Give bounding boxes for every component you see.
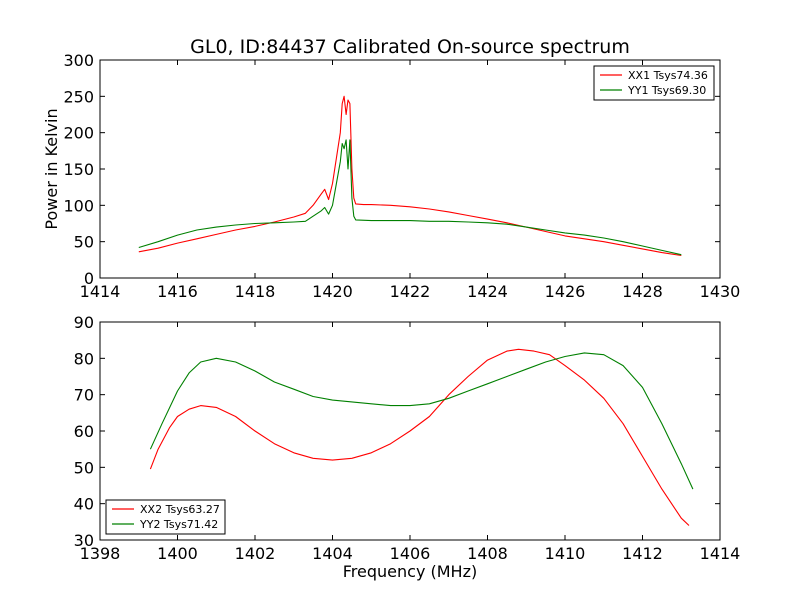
y-tick-label: 250 [63, 87, 94, 106]
y-tick-label: 40 [74, 495, 94, 514]
chart-panel-1: GL0, ID:84437 Calibrated On-source spect… [42, 36, 740, 301]
legend-box [593, 65, 715, 101]
y-tick-label: 0 [84, 269, 94, 288]
x-tick-label: 1416 [157, 282, 198, 301]
x-tick-label: 1410 [545, 544, 586, 563]
legend-label: YY2 Tsys71.42 [139, 518, 218, 531]
legend-label: YY1 Tsys69.30 [627, 84, 706, 97]
x-tick-label: 1428 [622, 282, 663, 301]
y-tick-label: 90 [74, 313, 94, 332]
y-tick-label: 50 [74, 458, 94, 477]
series-group [138, 95, 682, 257]
y-tick-label: 80 [74, 349, 94, 368]
y-tick-label: 200 [63, 124, 94, 143]
x-tick-label: 1426 [545, 282, 586, 301]
x-tick-label: 1412 [622, 544, 663, 563]
legend: XX1 Tsys74.36 YY1 Tsys69.30 [593, 65, 715, 101]
y-tick-label: 150 [63, 160, 94, 179]
series-group [149, 348, 694, 526]
x-tick-label: 1418 [235, 282, 276, 301]
legend-label: XX2 Tsys63.27 [140, 503, 220, 516]
x-tick-label: 1430 [700, 282, 741, 301]
x-axis-label: Frequency (MHz) [343, 562, 477, 581]
y-axis-label: Power in Kelvin [42, 108, 61, 229]
x-tick-label: 1424 [467, 282, 508, 301]
x-tick-label: 1422 [390, 282, 431, 301]
x-tick-label: 1406 [390, 544, 431, 563]
legend-box [105, 499, 226, 535]
series-line-2 [149, 352, 694, 490]
legend: XX2 Tsys63.27 YY2 Tsys71.42 [105, 499, 226, 535]
y-tick-label: 60 [74, 422, 94, 441]
x-tick-label: 1414 [700, 544, 741, 563]
y-tick-label: 100 [63, 196, 94, 215]
y-tick-label: 50 [74, 233, 94, 252]
x-tick-label: 1402 [235, 544, 276, 563]
y-tick-label: 30 [74, 531, 94, 550]
y-tick-label: 300 [63, 51, 94, 70]
series-line-1 [138, 95, 682, 257]
legend-label: XX1 Tsys74.36 [628, 69, 708, 82]
series-line-1 [149, 348, 690, 526]
x-tick-label: 1404 [312, 544, 353, 563]
chart-title: GL0, ID:84437 Calibrated On-source spect… [190, 36, 630, 58]
x-tick-label: 1408 [467, 544, 508, 563]
x-tick-label: 1420 [312, 282, 353, 301]
series-line-2 [138, 139, 682, 256]
x-tick-label: 1400 [157, 544, 198, 563]
x-tick-label: 1398 [80, 544, 121, 563]
x-tick-label: 1414 [80, 282, 121, 301]
y-tick-label: 70 [74, 386, 94, 405]
chart-panel-2: 1398 1400 1402 1404 1406 1408 1410 1412 1414 30 40… [74, 313, 741, 581]
